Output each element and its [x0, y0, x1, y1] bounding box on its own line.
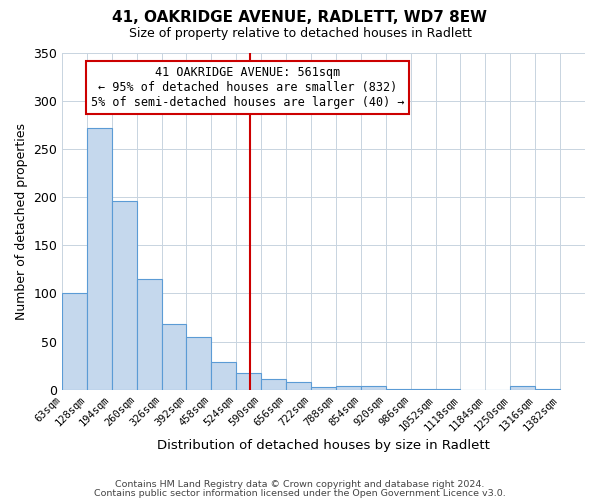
X-axis label: Distribution of detached houses by size in Radlett: Distribution of detached houses by size … — [157, 440, 490, 452]
Bar — [236, 374, 261, 390]
Bar — [286, 382, 311, 390]
Bar — [336, 386, 361, 390]
Bar — [311, 387, 336, 390]
Bar — [161, 324, 187, 390]
Bar — [112, 201, 137, 390]
Text: Size of property relative to detached houses in Radlett: Size of property relative to detached ho… — [128, 28, 472, 40]
Bar — [87, 128, 112, 390]
Bar — [62, 294, 87, 390]
Bar — [187, 336, 211, 390]
Text: Contains HM Land Registry data © Crown copyright and database right 2024.: Contains HM Land Registry data © Crown c… — [115, 480, 485, 489]
Text: 41 OAKRIDGE AVENUE: 561sqm
← 95% of detached houses are smaller (832)
5% of semi: 41 OAKRIDGE AVENUE: 561sqm ← 95% of deta… — [91, 66, 404, 109]
Bar — [137, 279, 161, 390]
Bar — [261, 379, 286, 390]
Text: Contains public sector information licensed under the Open Government Licence v3: Contains public sector information licen… — [94, 488, 506, 498]
Y-axis label: Number of detached properties: Number of detached properties — [15, 122, 28, 320]
Bar — [410, 388, 436, 390]
Bar — [211, 362, 236, 390]
Bar — [436, 388, 460, 390]
Text: 41, OAKRIDGE AVENUE, RADLETT, WD7 8EW: 41, OAKRIDGE AVENUE, RADLETT, WD7 8EW — [113, 10, 487, 25]
Bar — [510, 386, 535, 390]
Bar — [535, 388, 560, 390]
Bar — [361, 386, 386, 390]
Bar — [386, 388, 410, 390]
